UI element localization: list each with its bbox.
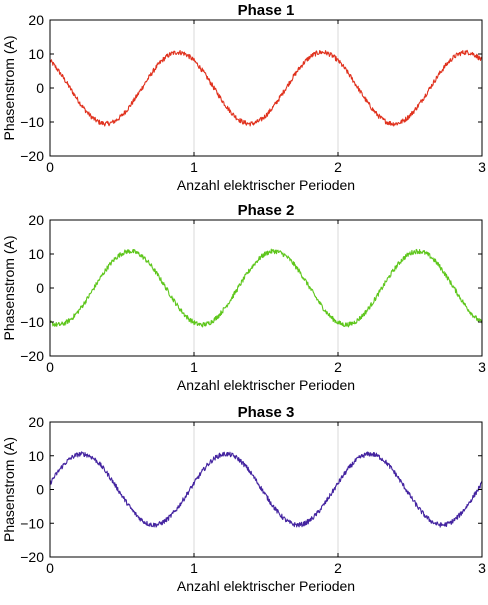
y-tick-label: 20	[28, 414, 44, 430]
x-tick-label: 3	[478, 359, 486, 375]
y-axis-label: Phasenstrom (A)	[1, 437, 17, 542]
y-tick-label: 0	[36, 280, 44, 296]
y-tick-label: −20	[20, 549, 44, 565]
chart-title: Phase 2	[238, 202, 295, 219]
x-tick-label: 1	[190, 159, 198, 175]
y-tick-label: 0	[36, 80, 44, 96]
y-axis-label: Phasenstrom (A)	[1, 35, 17, 140]
x-axis-label: Anzahl elektrischer Perioden	[177, 578, 355, 594]
plot-area	[50, 220, 482, 356]
y-tick-label: −10	[20, 314, 44, 330]
y-tick-label: −10	[20, 515, 44, 531]
y-tick-label: −20	[20, 348, 44, 364]
y-tick-label: 10	[28, 448, 44, 464]
x-tick-label: 3	[478, 159, 486, 175]
chart-title: Phase 3	[238, 404, 295, 421]
chart-title: Phase 1	[238, 2, 295, 19]
plot-area	[50, 422, 482, 557]
y-tick-label: −20	[20, 148, 44, 164]
chart-panel-3: 0 1 2 3 20 10 0 −10 −20 Phase 3 Anzahl elektrische…	[1, 404, 486, 594]
y-tick-label: 10	[28, 46, 44, 62]
series-line	[49, 451, 483, 528]
chart-panel-2: 0 1 2 3 20 10 0 −10 −20 Phase 2 Anzahl elektrische…	[1, 202, 486, 393]
series-line	[49, 49, 483, 127]
y-tick-label: 0	[36, 482, 44, 498]
x-tick-label: 3	[478, 560, 486, 576]
x-tick-label: 2	[334, 159, 342, 175]
x-axis-label: Anzahl elektrischer Perioden	[177, 377, 355, 393]
x-axis-label: Anzahl elektrischer Perioden	[177, 177, 355, 193]
x-tick-label: 0	[46, 359, 54, 375]
series-line	[49, 248, 483, 328]
x-tick-label: 0	[46, 159, 54, 175]
y-tick-label: 20	[28, 12, 44, 28]
y-tick-label: −10	[20, 114, 44, 130]
y-axis-label: Phasenstrom (A)	[1, 235, 17, 340]
y-tick-label: 10	[28, 246, 44, 262]
x-tick-label: 1	[190, 560, 198, 576]
chart-panel-1: 0 1 2 3 20 10 0 −10 −20 Phase 1 Anzahl elektrische…	[1, 2, 486, 193]
x-tick-label: 2	[334, 359, 342, 375]
x-tick-label: 0	[46, 560, 54, 576]
x-tick-label: 2	[334, 560, 342, 576]
y-tick-label: 20	[28, 212, 44, 228]
plot-area	[50, 20, 482, 156]
x-tick-label: 1	[190, 359, 198, 375]
